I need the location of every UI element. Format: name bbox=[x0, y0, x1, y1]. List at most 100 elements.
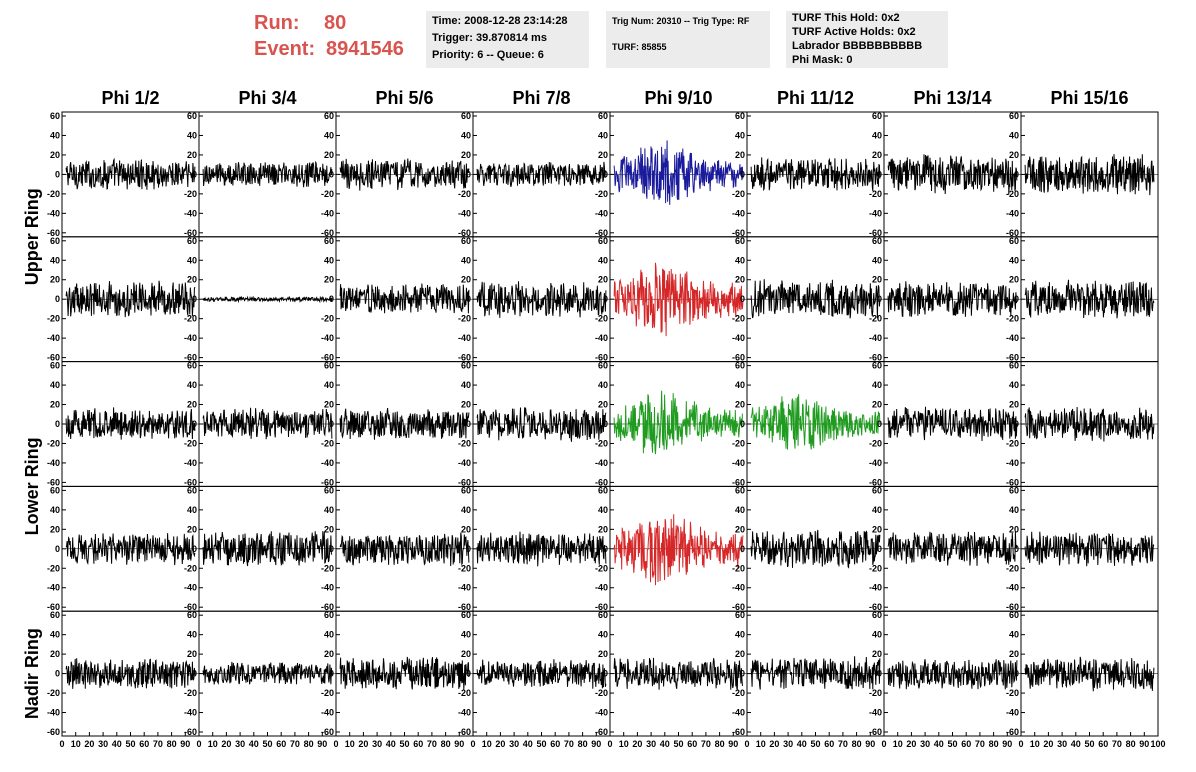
x-tick-label: 60 bbox=[276, 739, 286, 749]
x-tick-label: 10 bbox=[756, 739, 766, 749]
priority-text: Priority: 6 -- Queue: 6 bbox=[432, 49, 544, 61]
y-tick-label: -60 bbox=[458, 353, 471, 363]
y-tick-label: 60 bbox=[50, 610, 60, 620]
y-tick-label: -60 bbox=[595, 727, 608, 737]
y-tick-label: 40 bbox=[461, 380, 471, 390]
y-tick-label: 40 bbox=[1009, 380, 1019, 390]
y-tick-label: 0 bbox=[1014, 544, 1019, 554]
x-tick-label: 40 bbox=[249, 739, 259, 749]
row-label: Upper Ring bbox=[22, 188, 42, 285]
y-tick-label: 40 bbox=[324, 505, 334, 515]
y-tick-label: 60 bbox=[1009, 610, 1019, 620]
x-tick-label: 50 bbox=[399, 739, 409, 749]
x-tick-label: 70 bbox=[838, 739, 848, 749]
y-tick-label: 40 bbox=[50, 505, 60, 515]
y-tick-label: -40 bbox=[1006, 208, 1019, 218]
y-tick-label: 20 bbox=[735, 275, 745, 285]
y-tick-label: -40 bbox=[595, 458, 608, 468]
waveform-trace bbox=[339, 532, 470, 567]
x-tick-label: 70 bbox=[701, 739, 711, 749]
waveform-trace bbox=[887, 531, 1018, 566]
y-tick-label: -60 bbox=[595, 477, 608, 487]
y-tick-label: 20 bbox=[461, 524, 471, 534]
x-tick-label: 0 bbox=[607, 739, 612, 749]
waveform-trace bbox=[887, 154, 1018, 195]
y-tick-label: 20 bbox=[872, 649, 882, 659]
x-tick-label: 60 bbox=[550, 739, 560, 749]
y-tick-label: 0 bbox=[1014, 294, 1019, 304]
x-tick-label: 0 bbox=[1018, 739, 1023, 749]
turf-active-text: TURF Active Holds: 0x2 bbox=[792, 26, 916, 38]
x-tick-label: 90 bbox=[180, 739, 190, 749]
y-tick-label: 0 bbox=[1014, 169, 1019, 179]
y-tick-label: -20 bbox=[184, 563, 197, 573]
y-tick-label: 20 bbox=[187, 400, 197, 410]
y-tick-label: 40 bbox=[872, 255, 882, 265]
y-tick-label: -60 bbox=[458, 477, 471, 487]
y-tick-label: -40 bbox=[869, 333, 882, 343]
x-tick-label: 0 bbox=[470, 739, 475, 749]
y-tick-label: 60 bbox=[324, 236, 334, 246]
y-tick-label: -20 bbox=[869, 314, 882, 324]
x-tick-label: 30 bbox=[646, 739, 656, 749]
y-tick-label: 60 bbox=[735, 610, 745, 620]
y-tick-label: 20 bbox=[461, 400, 471, 410]
waveform-trace bbox=[887, 659, 1018, 690]
y-tick-label: 40 bbox=[735, 255, 745, 265]
y-tick-label: -20 bbox=[458, 563, 471, 573]
y-tick-label: -40 bbox=[732, 458, 745, 468]
y-tick-label: 60 bbox=[50, 236, 60, 246]
x-tick-label: 10 bbox=[208, 739, 218, 749]
waveform-trace bbox=[202, 295, 333, 304]
y-tick-label: 60 bbox=[598, 236, 608, 246]
y-tick-label: 20 bbox=[50, 649, 60, 659]
y-tick-label: 0 bbox=[877, 544, 882, 554]
y-tick-label: 60 bbox=[50, 111, 60, 121]
trigger-text: Trigger: 39.870814 ms bbox=[432, 32, 547, 44]
y-tick-label: -40 bbox=[47, 208, 60, 218]
column-label: Phi 1/2 bbox=[101, 88, 159, 108]
y-tick-label: -20 bbox=[47, 688, 60, 698]
y-tick-label: 40 bbox=[461, 630, 471, 640]
y-tick-label: 40 bbox=[187, 630, 197, 640]
y-tick-label: -40 bbox=[321, 208, 334, 218]
waveform-trace bbox=[887, 281, 1018, 318]
y-tick-label: 0 bbox=[192, 544, 197, 554]
y-tick-label: -40 bbox=[458, 708, 471, 718]
y-tick-label: -60 bbox=[47, 602, 60, 612]
y-tick-label: 60 bbox=[598, 361, 608, 371]
y-tick-label: 0 bbox=[466, 294, 471, 304]
y-tick-label: -60 bbox=[869, 228, 882, 238]
waveform-trace bbox=[750, 157, 881, 192]
waveform-trace bbox=[1024, 531, 1155, 567]
x-tick-label: 80 bbox=[304, 739, 314, 749]
waveform-trace bbox=[476, 407, 607, 442]
y-tick-label: 20 bbox=[461, 649, 471, 659]
y-tick-label: 0 bbox=[740, 544, 745, 554]
y-tick-label: 60 bbox=[187, 111, 197, 121]
y-tick-label: 20 bbox=[324, 400, 334, 410]
y-tick-label: 20 bbox=[324, 649, 334, 659]
y-tick-label: -20 bbox=[321, 438, 334, 448]
y-tick-label: 40 bbox=[872, 130, 882, 140]
phi-mask-text: Phi Mask: 0 bbox=[792, 54, 853, 66]
turf-info-box: TURF This Hold: 0x2 TURF Active Holds: 0… bbox=[786, 11, 948, 68]
y-tick-label: -20 bbox=[458, 189, 471, 199]
turf-hold-text: TURF This Hold: 0x2 bbox=[792, 12, 900, 24]
x-tick-label: 20 bbox=[1043, 739, 1053, 749]
y-tick-label: 40 bbox=[1009, 630, 1019, 640]
y-tick-label: 60 bbox=[598, 485, 608, 495]
y-tick-label: -40 bbox=[869, 458, 882, 468]
x-tick-label: 50 bbox=[262, 739, 272, 749]
y-tick-label: -20 bbox=[869, 563, 882, 573]
y-tick-label: -40 bbox=[184, 333, 197, 343]
x-tick-label: 70 bbox=[290, 739, 300, 749]
waveform-trace bbox=[613, 262, 744, 337]
y-tick-label: 20 bbox=[187, 150, 197, 160]
x-tick-label: 40 bbox=[1071, 739, 1081, 749]
y-tick-label: -20 bbox=[1006, 563, 1019, 573]
x-tick-label: 50 bbox=[536, 739, 546, 749]
x-tick-label: 100 bbox=[1150, 739, 1165, 749]
y-tick-label: 0 bbox=[740, 169, 745, 179]
y-tick-label: -20 bbox=[321, 314, 334, 324]
